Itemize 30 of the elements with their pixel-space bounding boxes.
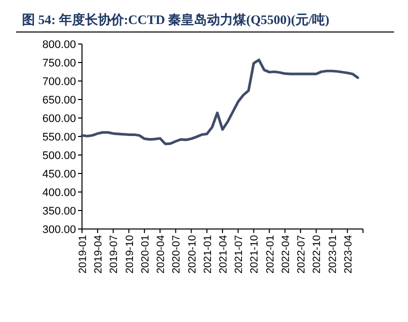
chart-title: 图 54: 年度长协价:CCTD 秦皇岛动力煤(Q5500)(元/吨) — [22, 12, 330, 27]
x-tick-label: 2019-07 — [108, 234, 120, 274]
x-tick-label: 2021-10 — [248, 234, 261, 274]
x-tick-label: 2019-01 — [77, 234, 89, 274]
x-tick-label: 2022-01 — [264, 234, 276, 274]
y-tick-label: 750.00 — [42, 58, 76, 70]
y-tick-label: 400.00 — [42, 187, 76, 199]
x-tick-label: 2021-04 — [218, 234, 230, 274]
x-tick-label: 2022-04 — [280, 234, 292, 274]
y-tick-label: 450.00 — [42, 168, 76, 180]
y-tick-label: 600.00 — [42, 113, 76, 125]
x-tick-label: 2022-07 — [296, 234, 308, 274]
y-tick-label: 700.00 — [42, 76, 76, 88]
y-tick-label: 350.00 — [42, 206, 76, 218]
x-tick-label: 2023-01 — [326, 234, 339, 274]
x-tick-label: 2019-10 — [124, 234, 136, 274]
x-tick-label: 2021-07 — [233, 234, 246, 274]
y-tick-label: 500.00 — [42, 150, 76, 162]
x-tick-label: 2019-04 — [92, 234, 105, 274]
x-tick-label: 2023-04 — [342, 234, 354, 274]
x-tick-label: 2020-07 — [170, 234, 183, 274]
y-tick-label: 300.00 — [42, 224, 76, 236]
y-tick-label: 650.00 — [42, 94, 76, 106]
x-tick-label: 2022-10 — [311, 234, 324, 274]
x-tick-label: 2021-01 — [202, 234, 214, 274]
x-tick-label: 2020-04 — [155, 234, 168, 274]
y-tick-label: 800.00 — [42, 39, 76, 51]
x-tick-label: 2020-10 — [186, 234, 198, 274]
y-tick-label: 550.00 — [42, 132, 76, 144]
x-tick-label: 2020-01 — [139, 234, 152, 274]
